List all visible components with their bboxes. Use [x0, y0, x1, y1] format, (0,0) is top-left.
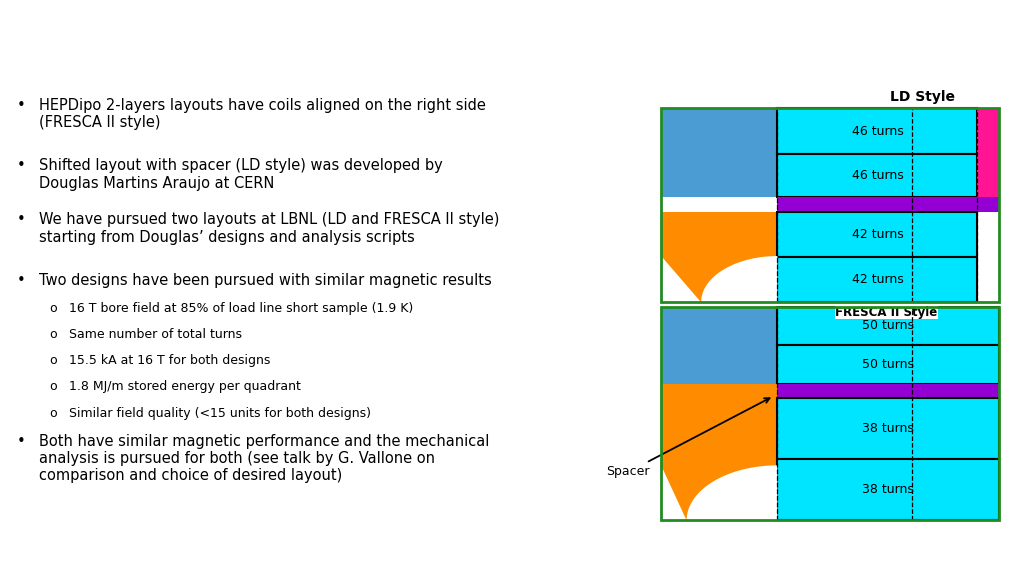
Bar	[662, 212, 777, 302]
Bar	[662, 108, 999, 302]
Text: 16 T bore field at 85% of load line short sample (1.9 K): 16 T bore field at 85% of load line shor…	[69, 302, 413, 315]
Bar	[777, 212, 977, 257]
Bar	[662, 384, 777, 521]
Text: •: •	[16, 434, 26, 449]
Text: o: o	[49, 407, 56, 419]
Bar	[777, 398, 796, 521]
Bar	[777, 384, 999, 398]
Bar	[977, 108, 999, 196]
Text: 46 turns: 46 turns	[852, 124, 903, 138]
Polygon shape	[662, 256, 777, 302]
Bar	[777, 306, 999, 345]
Text: Spacer: Spacer	[606, 398, 770, 479]
Bar	[777, 108, 977, 154]
Bar	[777, 257, 977, 302]
Text: 38 turns: 38 turns	[862, 422, 914, 435]
Text: o: o	[49, 328, 56, 342]
Bar	[777, 398, 999, 459]
Bar	[662, 307, 777, 384]
Bar	[662, 307, 999, 521]
Bar	[777, 196, 999, 212]
Text: HEPDipo 2-layers layouts have coils aligned on the right side
(FRESCA II style): HEPDipo 2-layers layouts have coils alig…	[39, 97, 486, 130]
Text: •: •	[16, 158, 26, 173]
Bar	[777, 459, 999, 521]
Text: Same number of total turns: Same number of total turns	[69, 328, 242, 342]
Text: TFD CDR, June 11, 2020: TFD CDR, June 11, 2020	[159, 549, 292, 559]
Text: Test Facility Dipole Non-Graded Magnetic Layouts: Test Facility Dipole Non-Graded Magnetic…	[12, 25, 872, 59]
Text: 38 turns: 38 turns	[862, 483, 914, 497]
Bar	[662, 108, 777, 196]
Text: 46 turns: 46 turns	[852, 169, 903, 181]
Polygon shape	[662, 465, 777, 521]
Text: LD Style: LD Style	[891, 90, 955, 104]
Text: •: •	[16, 97, 26, 112]
Text: 50 turns: 50 turns	[862, 358, 914, 371]
Text: Two designs have been pursued with similar magnetic results: Two designs have been pursued with simil…	[39, 273, 493, 288]
Text: o: o	[49, 354, 56, 367]
Text: •: •	[16, 212, 26, 228]
Text: 15.5 kA at 16 T for both designs: 15.5 kA at 16 T for both designs	[69, 354, 270, 367]
Text: Shifted layout with spacer (LD style) was developed by
Douglas Martins Araujo at: Shifted layout with spacer (LD style) wa…	[39, 158, 443, 191]
Bar	[777, 154, 977, 196]
Bar	[777, 212, 792, 302]
Text: 1.8 MJ/m stored energy per quadrant: 1.8 MJ/m stored energy per quadrant	[69, 381, 301, 393]
Text: Similar field quality (<15 units for both designs): Similar field quality (<15 units for bot…	[69, 407, 371, 419]
Text: 50 turns: 50 turns	[862, 320, 914, 332]
Text: o: o	[49, 381, 56, 393]
Text: 42 turns: 42 turns	[852, 273, 903, 286]
Text: 42 turns: 42 turns	[852, 228, 903, 241]
Text: D. Arbelaez - Magnetic Layout and Quench Protection Analysis: D. Arbelaez - Magnetic Layout and Quench…	[276, 549, 625, 559]
Bar	[777, 345, 999, 384]
Text: We have pursued two layouts at LBNL (LD and FRESCA II style)
starting from Dougl: We have pursued two layouts at LBNL (LD …	[39, 212, 500, 245]
Text: o: o	[49, 302, 56, 315]
Text: 10: 10	[810, 547, 828, 560]
Text: FRESCA II Style: FRESCA II Style	[836, 306, 938, 319]
Text: BCMT: BCMT	[893, 545, 950, 563]
Text: Both have similar magnetic performance and the mechanical
analysis is pursued fo: Both have similar magnetic performance a…	[39, 434, 489, 483]
Text: •: •	[16, 273, 26, 288]
